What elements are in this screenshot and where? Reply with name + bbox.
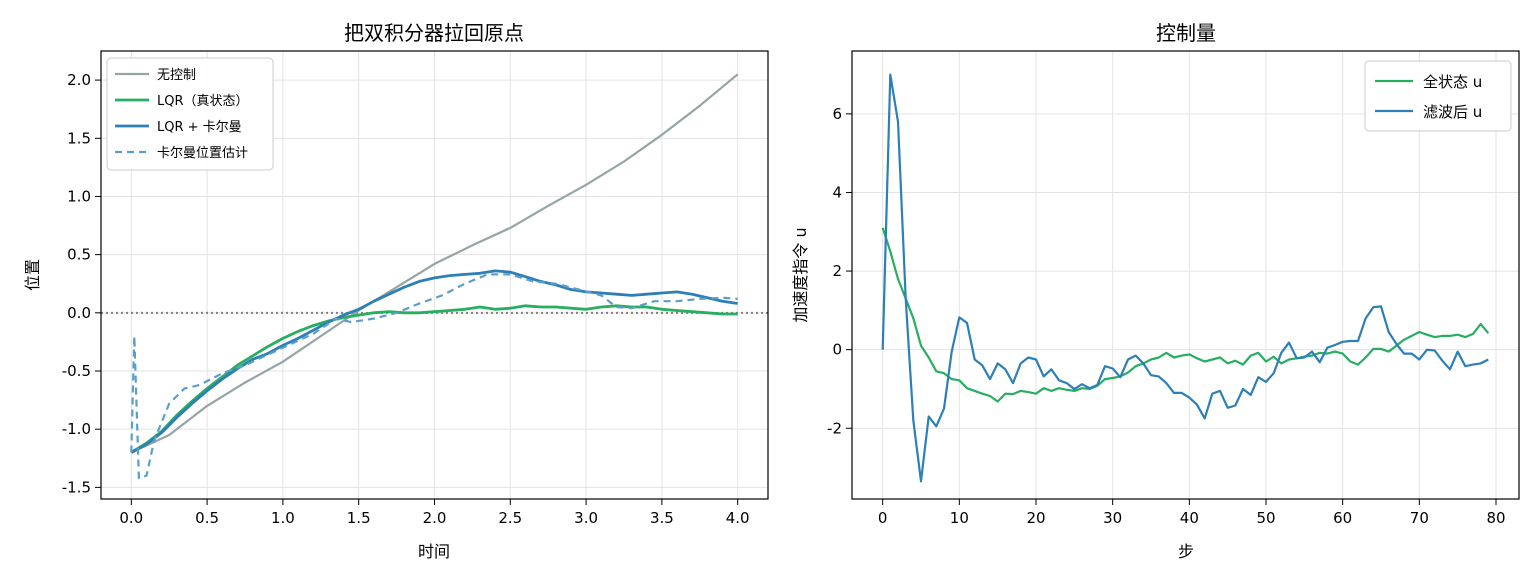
x-axis: 0.0 0.5 1.0 1.5 2.0 2.5 3.0 3.5 4.0 <box>119 499 750 527</box>
y-tick-label: 0.0 <box>67 304 91 322</box>
x-tick-label: 10 <box>950 509 969 527</box>
series-line-2 <box>130 269 738 454</box>
panel-control: 控制量 0 10 20 30 40 50 60 70 80 -2 0 2 4 6 步 加速度指令 u 全… <box>791 21 1520 561</box>
series-line-0 <box>130 73 739 454</box>
y-tick-label: 1.0 <box>67 187 91 205</box>
legend-label: 卡尔曼位置估计 <box>157 146 248 161</box>
x-tick-label: 80 <box>1486 509 1505 527</box>
plot-area <box>130 73 739 480</box>
y-tick-label: -0.5 <box>62 362 91 380</box>
y-tick-label: 1.5 <box>67 129 91 147</box>
legend-label: 无控制 <box>157 68 196 83</box>
x-tick-label: 0.0 <box>119 509 143 527</box>
x-tick-label: 0.5 <box>195 509 219 527</box>
y-tick-label: -1.5 <box>62 478 91 496</box>
series-line-1 <box>881 73 1489 483</box>
panel-title: 把双积分器拉回原点 <box>344 21 524 45</box>
x-axis-label: 时间 <box>418 542 450 561</box>
legend-label: LQR + 卡尔曼 <box>157 120 242 135</box>
y-axis: -2 0 2 4 6 <box>827 105 852 437</box>
x-tick-label: 30 <box>1103 509 1122 527</box>
legend-box <box>1364 60 1512 132</box>
legend-box <box>106 57 274 171</box>
x-tick-label: 70 <box>1410 509 1429 527</box>
axes-frame <box>851 50 1520 500</box>
y-tick-label: 2.0 <box>67 71 91 89</box>
y-tick-label: 0.5 <box>67 246 91 264</box>
y-tick-label: 6 <box>832 105 842 123</box>
x-tick-label: 60 <box>1333 509 1352 527</box>
x-tick-label: 1.5 <box>347 509 371 527</box>
y-tick-label: 4 <box>832 183 842 201</box>
panel-title: 控制量 <box>1156 21 1216 45</box>
plot-area <box>881 73 1490 483</box>
series-line-1 <box>130 304 738 454</box>
legend: 全状态 u 滤波后 u <box>1364 60 1512 132</box>
x-tick-label: 50 <box>1256 509 1275 527</box>
x-tick-label: 2.5 <box>498 509 522 527</box>
x-tick-label: 3.0 <box>574 509 598 527</box>
series-line-3 <box>130 273 738 480</box>
y-tick-label: 2 <box>832 262 842 280</box>
y-axis-label: 位置 <box>23 259 42 291</box>
x-tick-label: 40 <box>1180 509 1199 527</box>
legend-label: 滤波后 u <box>1423 103 1482 121</box>
y-tick-label: -1.0 <box>62 420 91 438</box>
series-line-0 <box>881 227 1490 403</box>
x-tick-label: 2.0 <box>423 509 447 527</box>
x-tick-label: 4.0 <box>726 509 750 527</box>
panel-position: 把双积分器拉回原点 0.0 0.5 1.0 1.5 2.0 2.5 3.0 3.5 4.0 -1… <box>23 21 769 561</box>
x-axis: 0 10 20 30 40 50 60 70 80 <box>878 499 1506 527</box>
y-axis: -1.5 -1.0 -0.5 0.0 0.5 1.0 1.5 2.0 <box>62 71 101 496</box>
legend-label: LQR（真状态） <box>157 94 249 109</box>
legend-label: 全状态 u <box>1423 73 1482 91</box>
x-tick-label: 20 <box>1026 509 1045 527</box>
y-tick-label: -2 <box>827 419 842 437</box>
x-tick-label: 1.0 <box>271 509 295 527</box>
y-tick-label: 0 <box>832 341 842 359</box>
x-axis-label: 步 <box>1178 542 1194 561</box>
x-tick-label: 0 <box>878 509 888 527</box>
y-axis-label: 加速度指令 u <box>791 227 810 322</box>
x-tick-label: 3.5 <box>650 509 674 527</box>
